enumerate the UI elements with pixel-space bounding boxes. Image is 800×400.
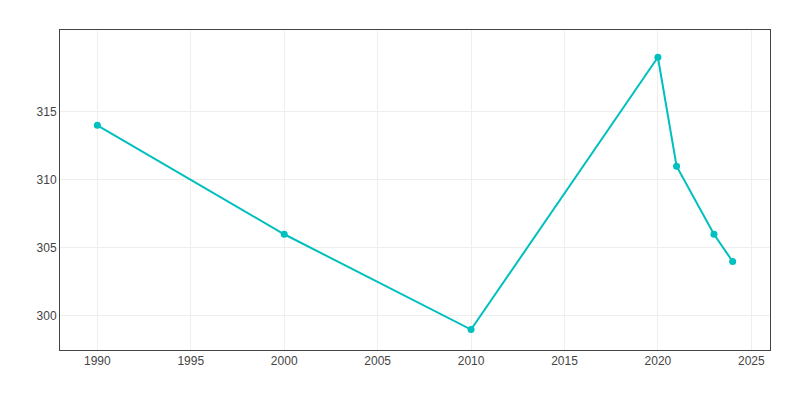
svg-text:2020: 2020 (645, 354, 672, 368)
svg-text:2005: 2005 (364, 354, 391, 368)
svg-text:2000: 2000 (271, 354, 298, 368)
svg-text:2010: 2010 (458, 354, 485, 368)
svg-text:2015: 2015 (551, 354, 578, 368)
svg-text:315: 315 (37, 105, 57, 119)
svg-text:2025: 2025 (738, 354, 765, 368)
svg-text:310: 310 (37, 173, 57, 187)
svg-text:1995: 1995 (177, 354, 204, 368)
svg-text:1990: 1990 (84, 354, 111, 368)
svg-text:305: 305 (37, 241, 57, 255)
svg-text:300: 300 (37, 309, 57, 323)
